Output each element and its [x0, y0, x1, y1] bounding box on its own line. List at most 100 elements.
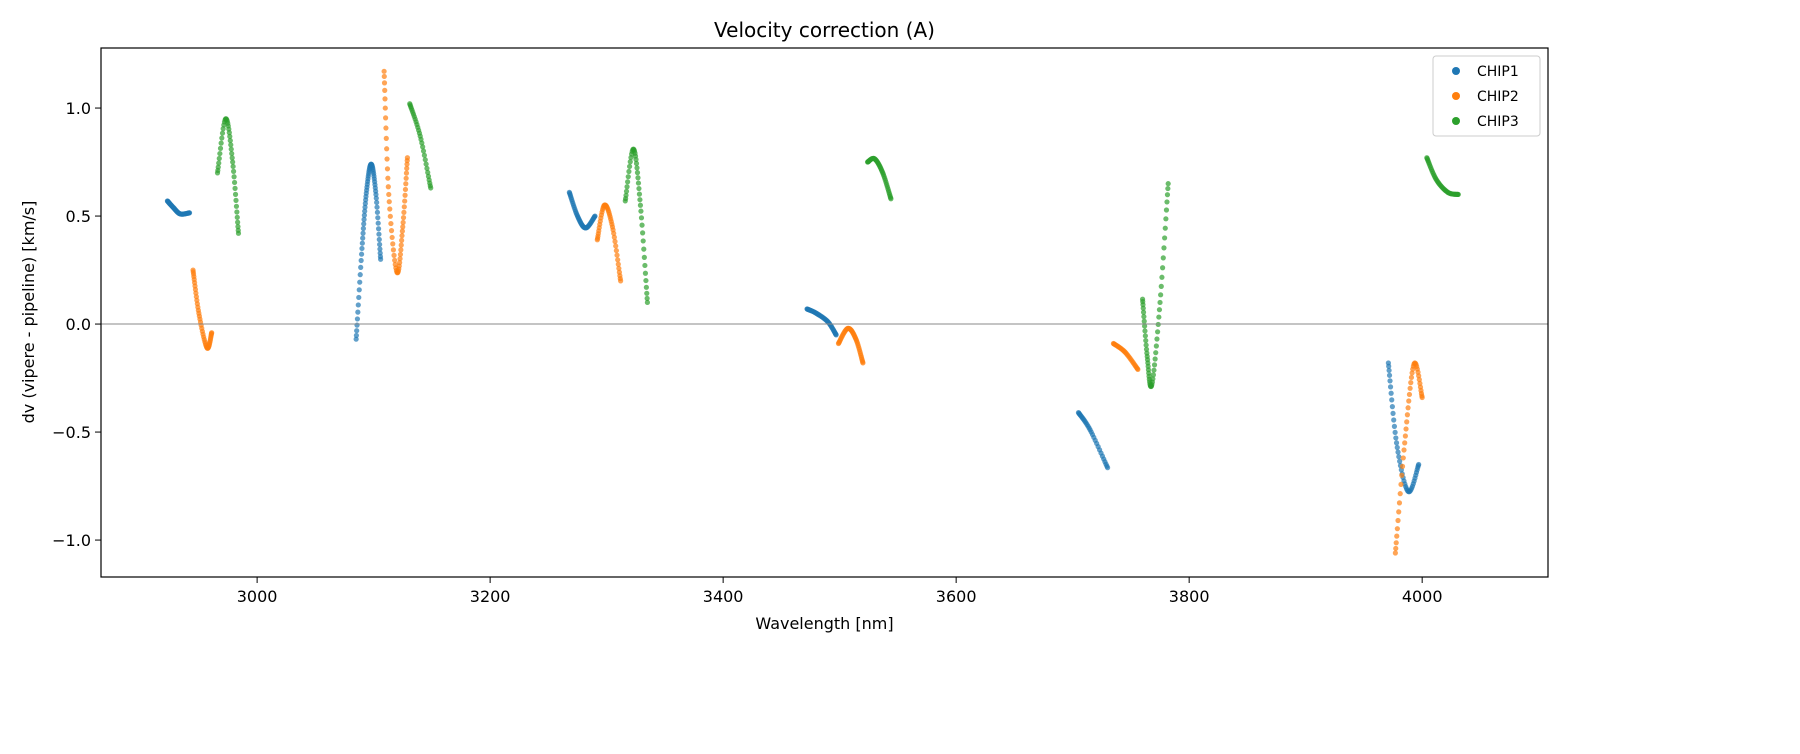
- data-point: [1391, 417, 1397, 423]
- data-point: [400, 219, 406, 226]
- data-point: [1404, 412, 1410, 418]
- data-point: [353, 336, 359, 342]
- data-point: [833, 332, 839, 338]
- data-point: [1402, 440, 1408, 446]
- data-point: [383, 135, 389, 141]
- data-point: [362, 208, 368, 214]
- data-point: [644, 295, 650, 302]
- data-point: [235, 219, 241, 225]
- data-point: [229, 155, 235, 161]
- data-point: [390, 247, 397, 253]
- data-point: [1386, 372, 1393, 378]
- data-point: [235, 224, 241, 230]
- data-point: [428, 185, 434, 191]
- legend-label: CHIP1: [1477, 64, 1519, 80]
- data-point: [402, 198, 408, 204]
- data-point: [378, 256, 384, 262]
- data-point: [392, 257, 398, 263]
- data-point: [1160, 265, 1166, 271]
- data-point: [1159, 274, 1165, 280]
- legend-label: CHIP2: [1477, 89, 1519, 105]
- data-points: [164, 68, 1461, 556]
- data-point: [1143, 337, 1149, 344]
- x-tick-label: 3200: [470, 587, 511, 606]
- data-point: [1407, 385, 1413, 391]
- data-point: [398, 247, 404, 253]
- data-point: [1402, 433, 1408, 439]
- data-point: [1403, 426, 1409, 432]
- legend-marker-chip1: [1452, 67, 1460, 75]
- data-point: [643, 284, 649, 290]
- data-point: [387, 206, 393, 212]
- data-point: [1141, 314, 1147, 320]
- data-point: [230, 163, 236, 170]
- data-point: [227, 137, 233, 144]
- data-point: [635, 180, 642, 186]
- data-point: [1399, 472, 1405, 478]
- legend-marker-chip3: [1452, 117, 1460, 125]
- data-point: [636, 191, 643, 197]
- data-point: [425, 169, 431, 176]
- chart-title: Velocity correction (A): [714, 18, 935, 42]
- data-point: [423, 161, 429, 167]
- x-tick-label: 4000: [1402, 587, 1443, 606]
- data-point: [1156, 314, 1162, 320]
- data-point: [614, 252, 620, 258]
- series-chip3: [214, 101, 1461, 390]
- data-point: [359, 245, 365, 252]
- data-point: [358, 264, 364, 270]
- data-point: [360, 225, 366, 232]
- data-point: [226, 130, 232, 136]
- legend-box: [1432, 55, 1541, 137]
- data-point: [381, 73, 387, 80]
- data-point: [1392, 429, 1398, 435]
- data-point: [626, 168, 632, 175]
- data-point: [229, 150, 235, 157]
- data-point: [219, 130, 226, 136]
- data-point: [1156, 307, 1163, 313]
- data-point: [1140, 305, 1146, 311]
- data-point: [403, 181, 409, 187]
- data-point: [404, 155, 411, 161]
- data-point: [1164, 199, 1170, 205]
- data-point: [400, 215, 407, 221]
- data-point: [1164, 192, 1171, 198]
- data-point: [1140, 309, 1147, 315]
- data-point: [186, 210, 193, 216]
- data-point: [1141, 318, 1147, 324]
- data-point: [386, 191, 392, 198]
- data-point: [1153, 350, 1159, 356]
- data-point: [354, 316, 361, 322]
- data-point: [1390, 410, 1396, 416]
- data-point: [1416, 376, 1422, 383]
- data-point: [375, 215, 381, 221]
- data-point: [357, 279, 363, 285]
- data-point: [644, 290, 650, 296]
- data-point: [228, 142, 234, 148]
- data-point: [384, 166, 391, 172]
- y-tick-label: 1.0: [66, 99, 91, 118]
- legend-label: CHIP3: [1477, 114, 1519, 130]
- data-point: [1158, 283, 1164, 289]
- data-point: [215, 164, 221, 170]
- data-point: [612, 238, 618, 245]
- data-point: [387, 213, 393, 219]
- data-point: [640, 230, 646, 236]
- data-point: [354, 322, 360, 328]
- data-point: [637, 202, 644, 208]
- data-point: [419, 140, 425, 146]
- data-point: [637, 197, 643, 203]
- data-point: [1396, 454, 1402, 460]
- data-point: [625, 179, 631, 185]
- data-point: [615, 261, 621, 267]
- data-point: [375, 226, 382, 232]
- legend: CHIP1 CHIP2 CHIP3: [1432, 55, 1541, 137]
- data-point: [1162, 235, 1168, 241]
- data-point: [613, 247, 619, 254]
- data-point: [641, 254, 647, 260]
- data-point: [1155, 329, 1161, 335]
- data-point: [1163, 207, 1170, 213]
- data-point: [401, 209, 407, 215]
- data-point: [1387, 378, 1393, 384]
